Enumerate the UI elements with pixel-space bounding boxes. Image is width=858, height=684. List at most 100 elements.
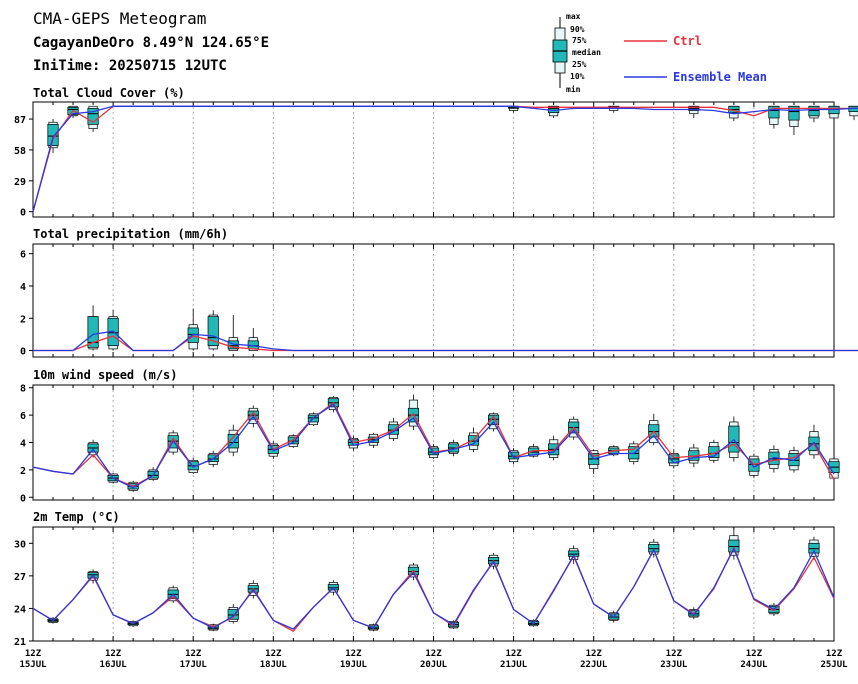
y-tick-label: 0 bbox=[20, 208, 26, 219]
box-inner bbox=[728, 539, 740, 553]
ensemble-box bbox=[107, 310, 119, 351]
chart-title: CMA-GEPS Meteogram bbox=[33, 9, 206, 28]
x-label-hour: 12Z bbox=[666, 649, 683, 659]
y-tick-label: 8 bbox=[20, 384, 26, 395]
box-inner bbox=[47, 124, 59, 147]
x-label-date: 23JUL bbox=[660, 660, 688, 670]
y-tick-label: 4 bbox=[20, 439, 26, 450]
x-label-date: 22JUL bbox=[580, 660, 608, 670]
x-label-hour: 12Z bbox=[105, 649, 122, 659]
y-tick-label: 29 bbox=[14, 177, 26, 188]
ensemble-box bbox=[207, 310, 219, 351]
ensemble-box bbox=[187, 308, 199, 351]
panel-title-precip: Total precipitation (mm/6h) bbox=[33, 227, 228, 241]
x-label-hour: 12Z bbox=[345, 649, 362, 659]
ensemble-box bbox=[648, 538, 660, 558]
x-label-hour: 12Z bbox=[25, 649, 42, 659]
legend-p90: 90% bbox=[570, 25, 585, 34]
x-label-hour: 12Z bbox=[185, 649, 202, 659]
box-inner bbox=[648, 544, 660, 553]
ensemble-box bbox=[688, 105, 700, 118]
x-label-hour: 12Z bbox=[746, 649, 763, 659]
panel-title-temp: 2m Temp (°C) bbox=[33, 510, 120, 524]
legend-p10: 10% bbox=[570, 72, 585, 81]
y-tick-label: 4 bbox=[20, 282, 26, 293]
legend-ctrl-label: Ctrl bbox=[673, 34, 702, 48]
ensemble-box bbox=[227, 604, 239, 624]
y-tick-label: 0 bbox=[20, 347, 26, 358]
location-label: CagayanDeOro 8.49°N 124.65°E bbox=[33, 35, 269, 51]
ensemble-box bbox=[728, 529, 740, 560]
ensemble-box bbox=[247, 327, 259, 351]
ensemble-box bbox=[548, 105, 560, 118]
ensemble-box bbox=[227, 315, 239, 351]
box-inner bbox=[87, 108, 99, 125]
ensemble-mean-line bbox=[32, 105, 858, 212]
init-time-label: IniTime: 20250715 12UTC bbox=[33, 58, 227, 74]
panel-frame bbox=[32, 101, 835, 218]
y-tick-label: 6 bbox=[20, 250, 26, 261]
y-tick-label: 58 bbox=[14, 146, 26, 157]
ctrl-line bbox=[32, 401, 835, 488]
legend-min: min bbox=[566, 84, 581, 94]
panel-cloud: 0 29 58 87 bbox=[14, 101, 858, 219]
ctrl-line bbox=[33, 335, 858, 352]
ctrl-line bbox=[32, 105, 858, 212]
box-inner bbox=[227, 609, 239, 620]
x-axis-labels: 12Z15JUL12Z16JUL12Z17JUL12Z18JUL12Z19JUL… bbox=[19, 649, 848, 670]
ensemble-box bbox=[87, 305, 99, 351]
x-label-date: 16JUL bbox=[100, 660, 128, 670]
legend-p75: 75% bbox=[572, 36, 587, 45]
y-tick-label: 2 bbox=[20, 314, 26, 325]
x-label-date: 18JUL bbox=[260, 660, 288, 670]
panel-title-cloud: Total Cloud Cover (%) bbox=[33, 86, 185, 100]
box-inner bbox=[808, 105, 820, 117]
x-label-hour: 12Z bbox=[505, 649, 522, 659]
legend-max: max bbox=[566, 12, 581, 21]
x-label-hour: 12Z bbox=[265, 649, 282, 659]
panel-title-wind: 10m wind speed (m/s) bbox=[33, 368, 178, 382]
y-tick-label: 24 bbox=[14, 604, 26, 615]
ensemble-box bbox=[87, 105, 99, 132]
y-tick-label: 2 bbox=[20, 466, 26, 477]
ensemble-box bbox=[447, 439, 460, 457]
ensemble-box bbox=[828, 456, 840, 481]
box-inner bbox=[808, 542, 820, 554]
x-label-hour: 12Z bbox=[425, 649, 442, 659]
ensemble-mean-line bbox=[32, 547, 835, 630]
legend-p25: 25% bbox=[572, 60, 587, 69]
legend-mean-label: Ensemble Mean bbox=[673, 70, 767, 84]
x-label-date: 17JUL bbox=[180, 660, 208, 670]
x-label-hour: 12Z bbox=[586, 649, 603, 659]
box-inner bbox=[768, 105, 780, 119]
ensemble-box bbox=[548, 435, 560, 461]
box-legend: max 90% 75% median 25% 10% min bbox=[552, 12, 601, 94]
box-inner bbox=[227, 433, 239, 449]
box-inner bbox=[87, 316, 99, 348]
x-label-date: 15JUL bbox=[19, 660, 47, 670]
box-inner bbox=[207, 316, 219, 347]
x-label-date: 25JUL bbox=[820, 660, 848, 670]
line-legend: Ctrl Ensemble Mean bbox=[624, 34, 767, 84]
ensemble-mean-line bbox=[33, 330, 858, 352]
y-tick-label: 0 bbox=[20, 493, 26, 504]
x-label-date: 19JUL bbox=[340, 660, 368, 670]
x-label-date: 20JUL bbox=[420, 660, 448, 670]
panel-wind: 0 2 4 6 8 bbox=[20, 384, 840, 504]
box-inner bbox=[788, 105, 800, 121]
y-tick-label: 6 bbox=[20, 411, 26, 422]
ensemble-box bbox=[808, 536, 820, 560]
panel-temp: 21 24 27 30 bbox=[14, 526, 835, 648]
box-inner bbox=[488, 414, 500, 426]
y-tick-label: 21 bbox=[14, 637, 26, 648]
legend-median: median bbox=[572, 47, 601, 57]
x-label-date: 21JUL bbox=[500, 660, 528, 670]
x-label-date: 24JUL bbox=[740, 660, 768, 670]
x-label-hour: 12Z bbox=[826, 649, 843, 659]
ensemble-box bbox=[47, 119, 59, 154]
y-tick-label: 87 bbox=[14, 115, 26, 126]
panel-precip: 0 2 4 6 bbox=[20, 243, 858, 358]
